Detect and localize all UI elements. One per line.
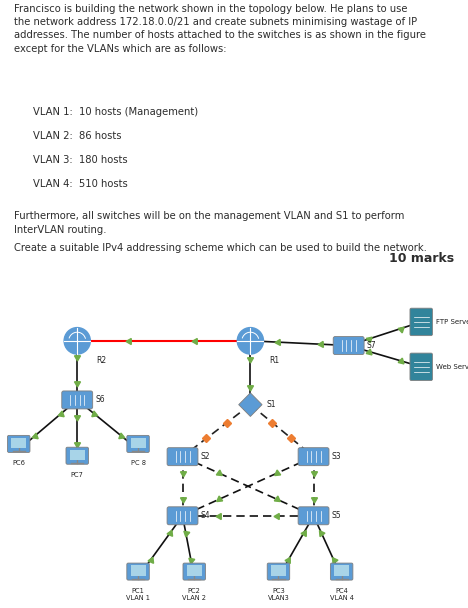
FancyBboxPatch shape <box>127 435 149 452</box>
Circle shape <box>237 328 263 354</box>
Bar <box>187 565 202 576</box>
Text: Create a suitable IPv4 addressing scheme which can be used to build the network.: Create a suitable IPv4 addressing scheme… <box>14 243 427 254</box>
Text: VLAN 3:  180 hosts: VLAN 3: 180 hosts <box>33 155 127 165</box>
Text: R1: R1 <box>269 356 279 365</box>
Bar <box>131 438 146 448</box>
Text: S5: S5 <box>332 511 342 520</box>
FancyBboxPatch shape <box>298 447 329 466</box>
Text: S2: S2 <box>201 452 210 461</box>
Polygon shape <box>239 393 262 416</box>
Text: S6: S6 <box>95 395 105 404</box>
FancyBboxPatch shape <box>267 563 290 580</box>
FancyBboxPatch shape <box>167 507 198 525</box>
FancyBboxPatch shape <box>410 308 432 336</box>
Text: S4: S4 <box>201 511 211 520</box>
Text: R2: R2 <box>96 356 106 365</box>
FancyBboxPatch shape <box>62 391 93 409</box>
Text: PC4
VLAN 4: PC4 VLAN 4 <box>329 588 354 601</box>
Circle shape <box>64 328 90 354</box>
Text: VLAN 1:  10 hosts (Management): VLAN 1: 10 hosts (Management) <box>33 107 198 117</box>
Bar <box>271 565 286 576</box>
Text: PC3
VLAN3: PC3 VLAN3 <box>268 588 289 601</box>
Bar <box>131 565 146 576</box>
Text: S7: S7 <box>367 341 377 350</box>
Text: S3: S3 <box>332 452 342 461</box>
FancyBboxPatch shape <box>7 435 30 452</box>
FancyBboxPatch shape <box>127 563 149 580</box>
Text: PC 8: PC 8 <box>131 460 146 466</box>
FancyBboxPatch shape <box>183 563 205 580</box>
FancyBboxPatch shape <box>167 447 198 466</box>
Text: S1: S1 <box>267 400 276 409</box>
Text: PC7: PC7 <box>71 472 84 478</box>
Text: FTP Server: FTP Server <box>436 319 468 325</box>
FancyBboxPatch shape <box>333 337 364 354</box>
Text: 10 marks: 10 marks <box>389 252 454 265</box>
Bar <box>70 449 85 460</box>
Text: VLAN 4:  510 hosts: VLAN 4: 510 hosts <box>33 179 127 189</box>
Text: PC2
VLAN 2: PC2 VLAN 2 <box>182 588 206 601</box>
Text: Web Server: Web Server <box>436 364 468 370</box>
FancyBboxPatch shape <box>330 563 353 580</box>
FancyBboxPatch shape <box>298 507 329 525</box>
FancyBboxPatch shape <box>410 353 432 381</box>
Text: PC6: PC6 <box>12 460 25 466</box>
FancyBboxPatch shape <box>66 447 88 465</box>
Text: Furthermore, all switches will be on the management VLAN and S1 to perform
Inter: Furthermore, all switches will be on the… <box>14 212 404 235</box>
Bar <box>11 438 26 448</box>
Text: VLAN 2:  86 hosts: VLAN 2: 86 hosts <box>33 131 121 141</box>
Bar <box>334 565 349 576</box>
Text: PC1
VLAN 1: PC1 VLAN 1 <box>126 588 150 601</box>
Text: Francisco is building the network shown in the topology below. He plans to use
t: Francisco is building the network shown … <box>14 4 426 54</box>
